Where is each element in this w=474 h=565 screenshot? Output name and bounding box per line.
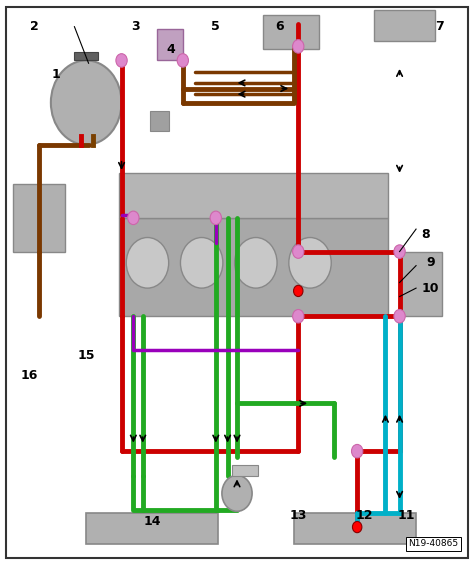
Circle shape bbox=[177, 54, 189, 67]
Bar bbox=[400, 251, 442, 316]
Circle shape bbox=[128, 211, 139, 225]
Circle shape bbox=[289, 237, 331, 288]
Bar bbox=[119, 218, 388, 316]
Circle shape bbox=[353, 521, 362, 533]
Text: 16: 16 bbox=[21, 369, 38, 382]
Circle shape bbox=[235, 237, 277, 288]
Bar bbox=[74, 52, 98, 60]
Text: 15: 15 bbox=[77, 349, 95, 362]
Text: N19-40865: N19-40865 bbox=[408, 540, 458, 549]
Text: 2: 2 bbox=[30, 20, 39, 33]
Circle shape bbox=[292, 40, 304, 53]
Text: 4: 4 bbox=[167, 43, 175, 56]
Bar bbox=[374, 10, 435, 41]
Circle shape bbox=[126, 237, 169, 288]
Circle shape bbox=[210, 211, 221, 225]
Text: 5: 5 bbox=[211, 20, 220, 33]
Circle shape bbox=[352, 445, 363, 458]
Bar bbox=[150, 111, 169, 131]
Bar bbox=[293, 513, 416, 544]
Circle shape bbox=[292, 310, 304, 323]
Text: 8: 8 bbox=[421, 228, 430, 241]
Text: 9: 9 bbox=[426, 257, 435, 270]
Circle shape bbox=[51, 60, 121, 145]
Circle shape bbox=[181, 237, 223, 288]
Circle shape bbox=[394, 310, 405, 323]
Bar bbox=[13, 184, 65, 251]
Text: 14: 14 bbox=[144, 515, 161, 528]
Bar bbox=[86, 513, 218, 544]
Text: 13: 13 bbox=[290, 509, 307, 522]
Circle shape bbox=[292, 245, 304, 258]
Text: 7: 7 bbox=[435, 20, 444, 33]
Circle shape bbox=[293, 285, 303, 297]
Text: 3: 3 bbox=[131, 20, 140, 33]
Bar bbox=[119, 173, 388, 218]
Circle shape bbox=[116, 54, 127, 67]
Text: 1: 1 bbox=[51, 68, 60, 81]
Bar bbox=[232, 465, 258, 476]
Circle shape bbox=[394, 245, 405, 258]
Circle shape bbox=[222, 475, 252, 511]
Bar bbox=[157, 29, 183, 60]
Text: 10: 10 bbox=[421, 281, 439, 294]
Text: 6: 6 bbox=[275, 20, 284, 33]
Text: 11: 11 bbox=[398, 509, 415, 522]
Bar bbox=[263, 15, 319, 49]
Text: 12: 12 bbox=[356, 509, 373, 522]
